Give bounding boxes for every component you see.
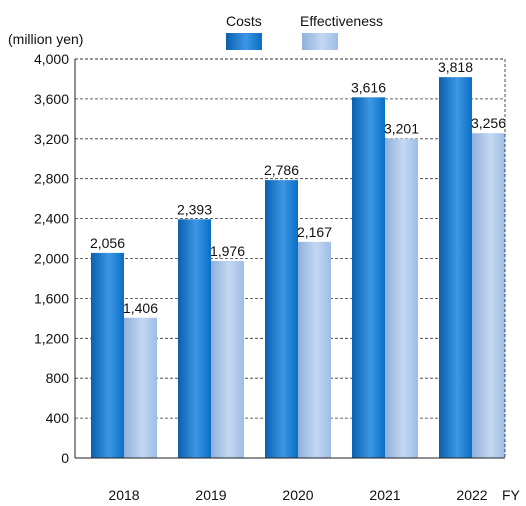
y-tick-label: 400 [46, 410, 70, 426]
data-label: 2,167 [297, 224, 332, 240]
bar-costs-2020 [265, 180, 298, 458]
data-label: 1,406 [123, 300, 158, 316]
bar-effectiveness-2022 [472, 133, 505, 459]
data-label: 3,256 [471, 115, 506, 131]
legend: Costs Effectiveness [226, 13, 383, 50]
bar-effectiveness-2018 [124, 317, 157, 458]
y-tick-label: 0 [61, 450, 69, 466]
x-tick-labels: 2018 2019 2020 2021 2022 [108, 487, 487, 503]
y-tick-label: 800 [46, 370, 70, 386]
y-tick-label: 2,400 [34, 211, 69, 227]
x-tick-label: 2022 [456, 487, 487, 503]
data-label: 2,393 [177, 201, 212, 217]
y-tick-label: 2,800 [34, 171, 69, 187]
y-tick-label: 4,000 [34, 51, 69, 67]
legend-label-costs: Costs [226, 13, 262, 29]
y-tick-label: 3,600 [34, 91, 69, 107]
y-tick-labels: 0 400 800 1,200 1,600 2,000 2,400 2,800 3,200 3,6… [34, 51, 69, 466]
y-unit-label: (million yen) [8, 31, 83, 47]
bars [91, 77, 505, 459]
data-label: 1,976 [210, 243, 245, 259]
x-axis-suffix: FY [502, 487, 521, 503]
bar-effectiveness-2019 [211, 260, 244, 458]
y-tick-label: 3,200 [34, 131, 69, 147]
data-label: 2,786 [264, 162, 299, 178]
bar-costs-2019 [178, 219, 211, 458]
data-label: 3,818 [438, 59, 473, 75]
bar-costs-2021 [352, 97, 385, 458]
data-label: 2,056 [90, 235, 125, 251]
data-label: 3,201 [384, 121, 419, 137]
y-tick-label: 1,200 [34, 330, 69, 346]
y-tick-label: 1,600 [34, 290, 69, 306]
x-tick-label: 2021 [369, 487, 400, 503]
y-tick-label: 2,000 [34, 251, 69, 267]
legend-swatch-costs [226, 33, 262, 50]
bar-effectiveness-2021 [385, 138, 418, 458]
x-tick-label: 2020 [282, 487, 313, 503]
data-labels: 2,056 1,406 2,393 1,976 2,786 2,167 3,616 3,201… [90, 59, 506, 316]
x-tick-label: 2019 [195, 487, 226, 503]
bar-costs-2018 [91, 252, 124, 458]
data-label: 3,616 [351, 79, 386, 95]
bar-effectiveness-2020 [298, 241, 331, 458]
bar-costs-2022 [439, 77, 472, 458]
legend-swatch-effectiveness [302, 33, 338, 50]
legend-label-effectiveness: Effectiveness [300, 13, 383, 29]
x-tick-label: 2018 [108, 487, 139, 503]
axes [74, 58, 506, 459]
